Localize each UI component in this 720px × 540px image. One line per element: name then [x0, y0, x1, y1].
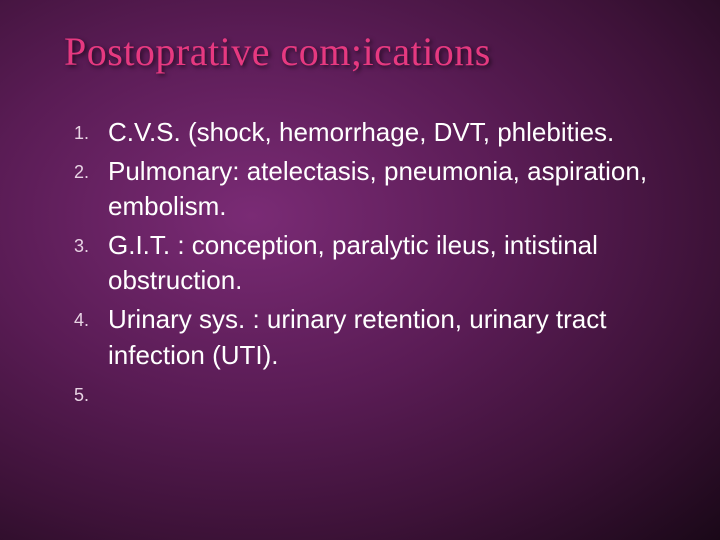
list-text: C.V.S. (shock, hemorrhage, DVT, phlebiti… — [102, 115, 676, 150]
list-number: 3. — [74, 228, 102, 258]
list-text: Pulmonary: atelectasis, pneumonia, aspir… — [102, 154, 676, 224]
list-text: Urinary sys. : urinary retention, urinar… — [102, 302, 676, 372]
list-number: 4. — [74, 302, 102, 332]
list-item: 5. — [74, 377, 676, 407]
list-item: 2. Pulmonary: atelectasis, pneumonia, as… — [74, 154, 676, 224]
list-number: 1. — [74, 115, 102, 145]
content-list: 1. C.V.S. (shock, hemorrhage, DVT, phleb… — [64, 115, 676, 407]
slide-title: Postoprative com;ications — [64, 28, 676, 75]
list-item: 4. Urinary sys. : urinary retention, uri… — [74, 302, 676, 372]
list-number: 5. — [74, 377, 102, 407]
slide-container: Postoprative com;ications 1. C.V.S. (sho… — [0, 0, 720, 540]
list-item: 1. C.V.S. (shock, hemorrhage, DVT, phleb… — [74, 115, 676, 150]
list-text: G.I.T. : conception, paralytic ileus, in… — [102, 228, 676, 298]
list-number: 2. — [74, 154, 102, 184]
list-item: 3. G.I.T. : conception, paralytic ileus,… — [74, 228, 676, 298]
